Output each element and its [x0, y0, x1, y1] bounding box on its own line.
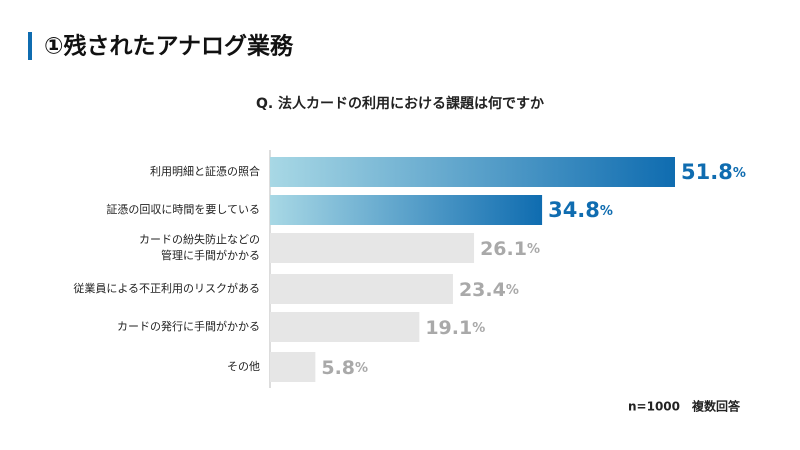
category-label: 証憑の回収に時間を要している: [106, 203, 260, 216]
value-label: 26.1%: [480, 238, 540, 260]
value-unit: %: [733, 166, 746, 181]
category-label: 従業員による不正利用のリスクがある: [73, 282, 260, 295]
value-number: 23.4: [459, 279, 506, 301]
value-unit: %: [506, 283, 519, 298]
value-unit: %: [472, 321, 485, 336]
value-label: 51.8%: [681, 160, 746, 184]
category-label: カードの紛失防止などの 管理に手間がかかる: [139, 233, 260, 262]
category-label: 利用明細と証憑の照合: [150, 165, 260, 178]
bar: [270, 195, 543, 225]
bar: [270, 157, 675, 187]
value-number: 5.8: [321, 357, 355, 379]
bar: [270, 274, 453, 304]
value-number: 19.1: [425, 317, 472, 339]
value-unit: %: [527, 242, 540, 257]
value-label: 19.1%: [425, 317, 485, 339]
heading: ①残されたアナログ業務: [44, 33, 294, 60]
category-label: カードの発行に手間がかかる: [117, 320, 260, 333]
chart-title: Q. 法人カードの利用における課題は何ですか: [256, 95, 544, 112]
value-number: 26.1: [480, 238, 527, 260]
bar: [270, 312, 420, 342]
value-unit: %: [355, 361, 368, 376]
category-label: その他: [227, 360, 260, 373]
bar: [270, 352, 316, 382]
value-label: 5.8%: [321, 357, 368, 379]
value-number: 51.8: [681, 160, 733, 184]
note: n=1000 複数回答: [628, 399, 741, 414]
value-unit: %: [600, 204, 613, 219]
value-number: 34.8: [548, 198, 600, 222]
value-label: 34.8%: [548, 198, 613, 222]
value-label: 23.4%: [459, 279, 519, 301]
bar: [270, 233, 475, 263]
heading-accent: [28, 32, 32, 60]
